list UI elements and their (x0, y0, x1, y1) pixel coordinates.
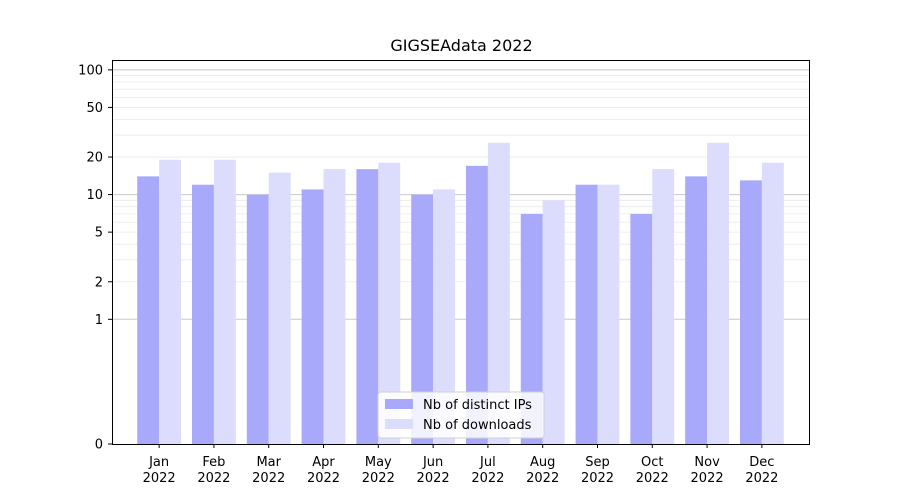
x-tick-label-year: 2022 (362, 471, 395, 486)
bar-nb-of-downloads-aug (542, 200, 565, 444)
bar-nb-of-downloads-feb (213, 159, 236, 444)
x-tick-label-month: Feb (202, 455, 225, 470)
x-tick-label-year: 2022 (526, 471, 559, 486)
x-tick-label-year: 2022 (307, 471, 340, 486)
bar-nb-of-distinct-ips-jul (465, 165, 488, 444)
bar-nb-of-distinct-ips-may (356, 169, 379, 444)
x-tick-label-month: Nov (694, 455, 720, 470)
x-tick-label-year: 2022 (197, 471, 230, 486)
y-tick-label: 10 (86, 188, 103, 203)
x-tick-label-year: 2022 (417, 471, 450, 486)
x-tick-label-month: Sep (585, 455, 610, 470)
legend-swatch (385, 399, 413, 409)
y-tick-label: 20 (86, 151, 103, 166)
x-tick-label-year: 2022 (143, 471, 176, 486)
x-tick-label-month: Aug (530, 455, 555, 470)
legend-label: Nb of downloads (423, 418, 532, 433)
bars (137, 142, 784, 445)
chart-title: GIGSEAdata 2022 (390, 36, 532, 55)
bar-nb-of-downloads-mar (268, 172, 291, 444)
bar-nb-of-downloads-nov (707, 142, 729, 445)
x-tick-label-month: Jul (479, 455, 496, 470)
bar-nb-of-distinct-ips-oct (630, 213, 653, 444)
bar-nb-of-distinct-ips-aug (520, 213, 543, 444)
x-tick-label-month: May (365, 455, 392, 470)
bar-nb-of-distinct-ips-sep (575, 184, 598, 444)
x-tick-label-year: 2022 (252, 471, 285, 486)
legend: Nb of distinct IPs Nb of downloads (377, 391, 545, 439)
bar-nb-of-downloads-sep (597, 184, 620, 444)
bar-nb-of-distinct-ips-nov (685, 176, 708, 444)
x-tick-label-month: Dec (749, 455, 774, 470)
bar-nb-of-distinct-ips-dec (739, 180, 762, 444)
y-tick-label: 0 (95, 438, 103, 453)
plot-frame (112, 60, 810, 445)
bar-nb-of-distinct-ips-feb (192, 184, 214, 444)
x-tick-label-month: Apr (312, 455, 335, 470)
legend-box (377, 391, 545, 439)
y-tick-label: 50 (86, 101, 103, 116)
bar-nb-of-downloads-dec (761, 162, 784, 444)
bar-nb-of-distinct-ips-jun (411, 194, 434, 444)
legend-swatch (385, 419, 413, 429)
y-tick-label: 1 (95, 313, 103, 328)
y-tick-label: 2 (95, 275, 103, 290)
bar-nb-of-downloads-apr (323, 169, 346, 444)
bar-nb-of-distinct-ips-mar (246, 194, 269, 444)
x-tick-label-year: 2022 (691, 471, 724, 486)
x-tick-label-year: 2022 (471, 471, 504, 486)
x-tick-label-month: Jun (422, 455, 443, 470)
x-tick-label-month: Oct (641, 455, 663, 470)
y-tick-label: 100 (78, 63, 103, 78)
bar-nb-of-distinct-ips-apr (301, 189, 324, 444)
bar-nb-of-downloads-jun (433, 189, 456, 444)
x-tick-label-year: 2022 (636, 471, 669, 486)
bar-nb-of-downloads-oct (652, 169, 675, 444)
y-tick-label: 5 (95, 226, 103, 241)
y-axis-ticks: 0 1 2 5 10 20 50 100 (78, 63, 112, 453)
bar-nb-of-distinct-ips-jan (137, 176, 160, 444)
legend-label: Nb of distinct IPs (423, 398, 532, 413)
bar-nb-of-downloads-jan (159, 159, 182, 444)
bar-nb-of-downloads-jul (487, 142, 510, 445)
x-tick-label-month: Jan (148, 455, 169, 470)
x-tick-label-year: 2022 (581, 471, 614, 486)
x-axis-ticks: Jan2022Feb2022Mar2022Apr2022May2022Jun20… (143, 444, 778, 486)
x-tick-label-month: Mar (256, 455, 281, 470)
x-tick-label-year: 2022 (745, 471, 778, 486)
bar-nb-of-downloads-may (378, 162, 401, 444)
